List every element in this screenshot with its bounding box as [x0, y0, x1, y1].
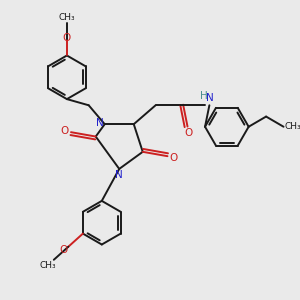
Text: CH₃: CH₃	[284, 122, 300, 131]
Text: O: O	[60, 244, 68, 255]
Text: N: N	[116, 170, 123, 180]
Text: O: O	[63, 33, 71, 43]
Text: CH₃: CH₃	[40, 261, 56, 270]
Text: H: H	[200, 91, 207, 101]
Text: O: O	[61, 126, 69, 136]
Text: N: N	[206, 93, 213, 103]
Text: O: O	[184, 128, 192, 138]
Text: N: N	[96, 118, 103, 128]
Text: O: O	[170, 153, 178, 163]
Text: CH₃: CH₃	[58, 13, 75, 22]
